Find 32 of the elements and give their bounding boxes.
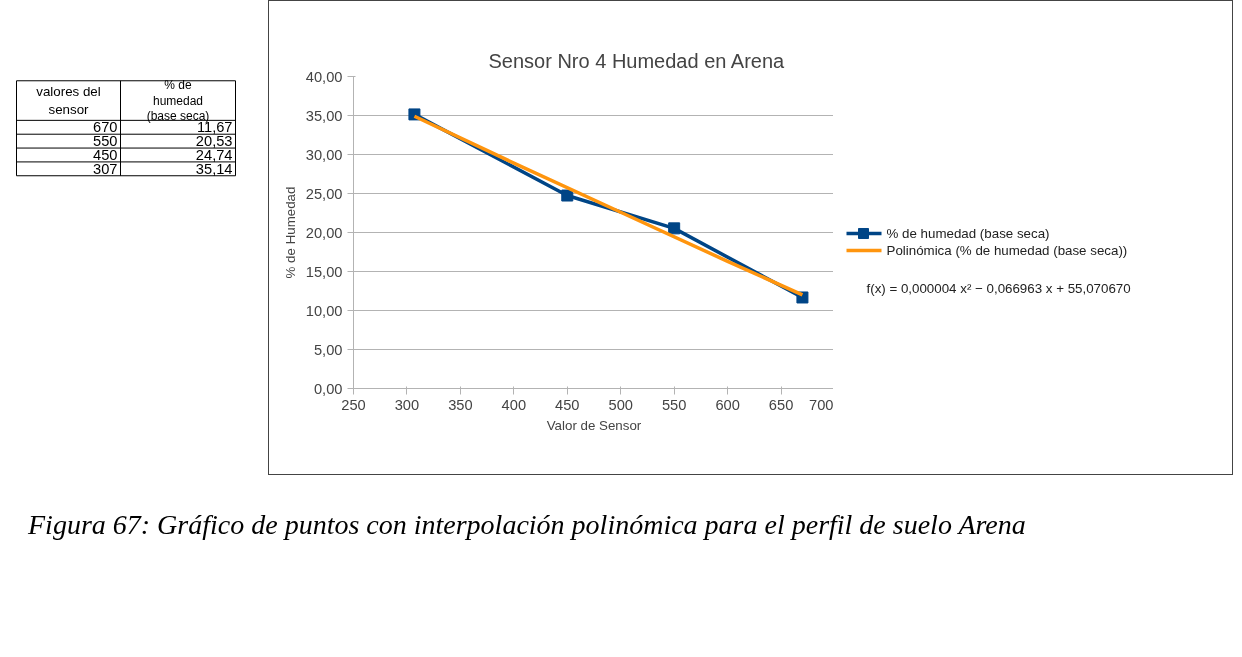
text: 670 bbox=[93, 119, 118, 136]
x-tick-label: 300 bbox=[394, 396, 420, 413]
x-tick-label: 700 bbox=[809, 396, 834, 413]
y-tick-label: 5,00 bbox=[313, 341, 343, 358]
text: 35,14 bbox=[195, 160, 233, 177]
y-tick-label: 15,00 bbox=[305, 263, 343, 280]
y-axis-title: % de Humedad bbox=[282, 186, 298, 279]
x-tick-label: 600 bbox=[715, 396, 740, 413]
x-axis-title: Valor de Sensor bbox=[546, 417, 642, 433]
y-tick-label: 40,00 bbox=[305, 68, 343, 85]
x-tick-label: 550 bbox=[661, 396, 687, 413]
legend-label: % de humedad (base seca) bbox=[886, 225, 1050, 241]
y-tick-label: 25,00 bbox=[305, 185, 343, 202]
text: f(x) = 0,000004 x² − 0,066963 x + 55,070670 bbox=[866, 281, 1131, 297]
y-tick-label: 20,00 bbox=[305, 224, 343, 241]
legend-label: Polinómica (% de humedad (base seca)) bbox=[886, 243, 1128, 259]
x-tick-label: 250 bbox=[341, 396, 366, 413]
text: 307 bbox=[93, 160, 118, 177]
text: valores del sensor bbox=[36, 84, 101, 118]
x-tick-label: 400 bbox=[501, 396, 527, 413]
x-tick-label: 500 bbox=[608, 396, 633, 413]
text: Figura 67: Gráfico de puntos con interpolación polinómica para el perfil de suelo Arena bbox=[28, 508, 1026, 542]
y-tick-label: 10,00 bbox=[305, 302, 343, 319]
point bbox=[668, 222, 681, 235]
y-tick-label: 30,00 bbox=[305, 146, 343, 163]
point bbox=[561, 189, 574, 202]
y-tick-label: 35,00 bbox=[305, 107, 343, 124]
chart-title: Sensor Nro 4 Humedad en Arena bbox=[488, 49, 786, 72]
y-tick-label: 0,00 bbox=[313, 380, 343, 397]
x-tick-label: 450 bbox=[555, 396, 580, 413]
x-tick-label: 350 bbox=[448, 396, 473, 413]
x-tick-label: 650 bbox=[768, 396, 794, 413]
